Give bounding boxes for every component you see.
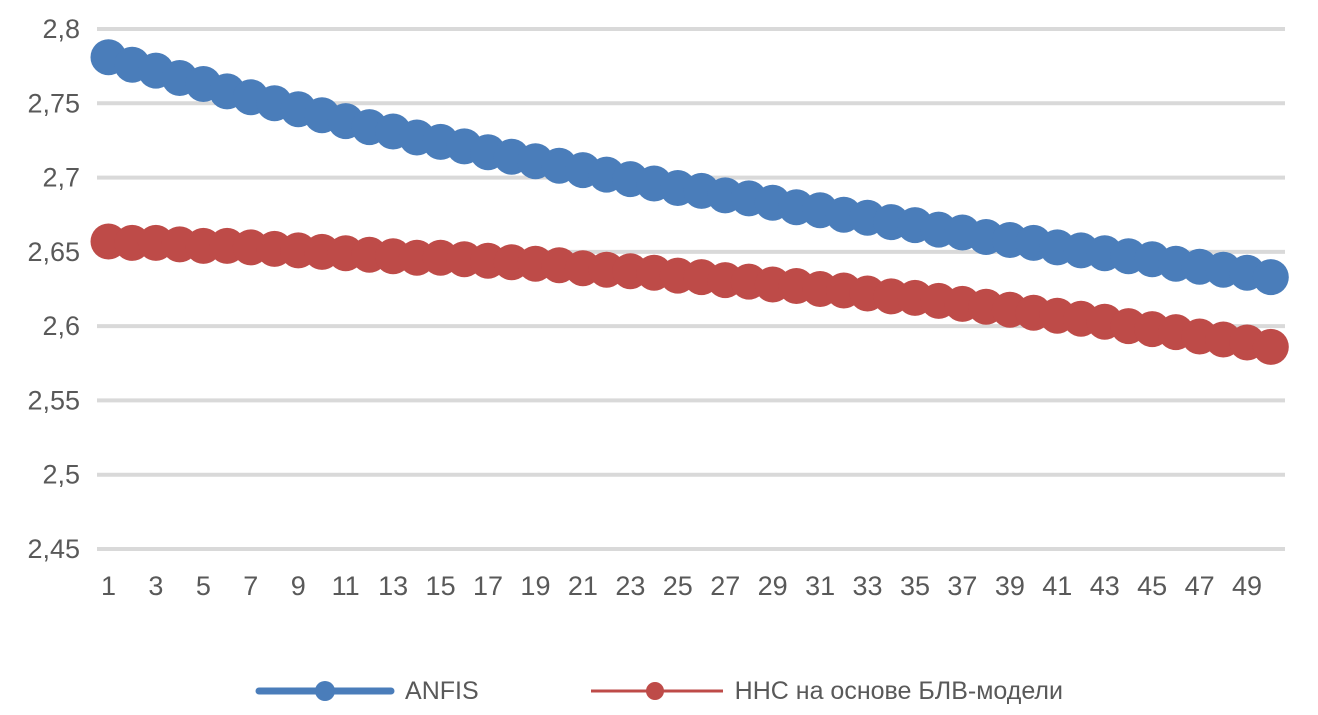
- legend-dot-nns-blv: [645, 682, 664, 700]
- x-tick-label: 27: [710, 571, 740, 601]
- legend: ANFIS ННС на основе БЛВ-модели: [0, 668, 1318, 714]
- x-tick-label: 9: [291, 571, 306, 601]
- y-tick-label: 2,6: [42, 311, 80, 341]
- x-tick-label: 33: [853, 571, 883, 601]
- x-tick-label: 7: [243, 571, 258, 601]
- x-tick-label: 5: [196, 571, 211, 601]
- x-tick-label: 19: [520, 571, 550, 601]
- x-tick-label: 23: [615, 571, 645, 601]
- series-nns-blv-marker: [1252, 328, 1289, 365]
- legend-marker-anfis-icon: [255, 681, 395, 701]
- x-tick-label: 37: [947, 571, 977, 601]
- x-tick-label: 13: [378, 571, 408, 601]
- x-tick-label: 39: [995, 571, 1025, 601]
- x-tick-label: 45: [1137, 571, 1167, 601]
- legend-item-nns-blv: ННС на основе БЛВ-модели: [589, 677, 1063, 706]
- x-tick-label: 1: [101, 571, 116, 601]
- y-tick-label: 2,55: [27, 385, 80, 415]
- legend-dot-anfis: [315, 681, 336, 701]
- x-tick-label: 47: [1185, 571, 1215, 601]
- y-tick-label: 2,45: [27, 534, 80, 564]
- legend-label-anfis: ANFIS: [405, 676, 479, 705]
- x-tick-label: 3: [148, 571, 163, 601]
- x-tick-label: 31: [805, 571, 835, 601]
- x-tick-label: 29: [758, 571, 788, 601]
- x-tick-label: 11: [332, 571, 360, 601]
- series-anfis-marker: [1252, 259, 1289, 296]
- y-tick-label: 2,65: [27, 237, 80, 267]
- x-tick-label: 21: [568, 571, 598, 601]
- x-tick-label: 35: [900, 571, 930, 601]
- legend-label-nns-blv: ННС на основе БЛВ-модели: [734, 676, 1063, 705]
- y-tick-label: 2,5: [42, 460, 80, 490]
- x-tick-label: 43: [1090, 571, 1120, 601]
- x-tick-label: 17: [473, 571, 503, 601]
- y-tick-label: 2,7: [42, 163, 80, 193]
- legend-marker-nns-blv-icon: [590, 682, 723, 700]
- legend-item-anfis: ANFIS: [255, 677, 479, 706]
- x-tick-label: 25: [663, 571, 693, 601]
- x-tick-label: 49: [1232, 571, 1262, 601]
- x-tick-label: 41: [1042, 571, 1072, 601]
- y-tick-label: 2,8: [42, 14, 80, 44]
- y-tick-label: 2,75: [27, 88, 80, 118]
- x-tick-label: 15: [426, 571, 456, 601]
